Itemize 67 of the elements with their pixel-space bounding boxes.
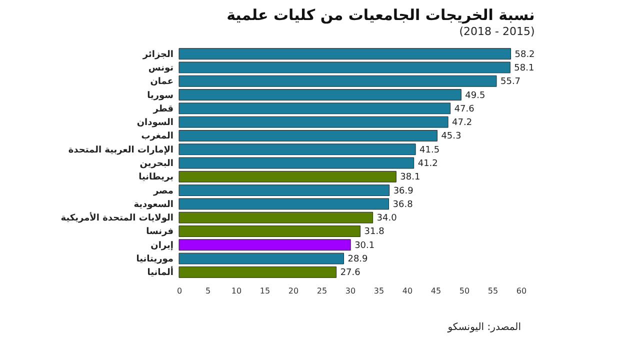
y-tick-label: الجزائر: [142, 50, 174, 60]
text: المصدر: اليونسكو: [446, 322, 521, 333]
data-label: 47.6: [454, 104, 475, 114]
data-label: 47.2: [452, 118, 472, 128]
data-label: 31.8: [364, 227, 385, 238]
x-tick-label: 15: [260, 286, 270, 296]
y-tick-label: مصر: [152, 186, 174, 196]
bar: [178, 116, 448, 128]
bar: [178, 89, 462, 100]
data-label: 49.5: [465, 90, 486, 101]
x-tick-label: 5: [205, 286, 211, 296]
data-label: 58.1: [514, 63, 534, 74]
x-tick-label: 35: [374, 286, 384, 296]
x-tick-label: 30: [345, 286, 356, 296]
data-label: 28.9: [348, 254, 368, 265]
x-tick-label: 10: [231, 286, 242, 296]
chart-title: نسبة الخريجات الجامعيات من كليات علمية: [226, 6, 535, 24]
y-tick-label: عمان: [150, 77, 174, 88]
x-tick-label: 60: [516, 286, 527, 296]
bar: [178, 144, 416, 156]
x-tick-label: 40: [402, 286, 413, 296]
x-tick-label: 55: [488, 286, 498, 296]
data-label: 58.2: [514, 50, 535, 60]
y-tick-label: إيران: [150, 240, 174, 251]
y-tick-label: السودان: [136, 118, 174, 128]
data-label: 41.5: [420, 145, 440, 156]
bar: [178, 184, 390, 196]
y-tick-label: فرنسا: [146, 227, 174, 238]
y-tick-label: البحرين: [140, 159, 174, 169]
data-label: 34.0: [376, 214, 398, 224]
x-tick-label: 50: [459, 286, 470, 296]
data-label: 41.2: [418, 159, 438, 169]
bar: [178, 252, 344, 264]
bar: [178, 102, 451, 114]
bar: [178, 62, 510, 74]
data-label: 27.6: [340, 268, 361, 278]
data-label: 38.1: [400, 172, 420, 183]
data-label: 45.3: [441, 132, 462, 142]
chart-subtitle: (2018 - 2015): [459, 25, 535, 38]
bar: [178, 48, 511, 60]
y-tick-label: بريطانيا: [138, 172, 174, 183]
data-label: 30.1: [354, 240, 375, 251]
x-tick-label: 0: [176, 286, 182, 296]
bar: [178, 239, 351, 251]
y-tick-label: الولايات المتحدة الأمريكية: [60, 212, 174, 224]
y-tick-label: موريتانيا: [136, 254, 174, 265]
y-tick-label: الإمارات العربية المتحدة: [68, 145, 174, 156]
data-label: 36.8: [392, 200, 414, 210]
x-tick-label: 45: [430, 286, 442, 296]
x-tick-label: 25: [316, 286, 328, 296]
y-tick-label: تونس: [148, 63, 174, 74]
y-tick-label: ألمانيا: [147, 266, 174, 278]
y-tick-label: سوريا: [147, 90, 174, 101]
data-label: 55.7: [500, 77, 521, 88]
bar: [178, 157, 414, 169]
bar: [178, 226, 361, 237]
data-label: 36.9: [393, 186, 414, 196]
y-tick-label: قطر: [152, 104, 174, 114]
x-tick-label: 20: [288, 286, 299, 296]
bar: [178, 198, 390, 210]
bar: [178, 266, 337, 278]
y-tick-label: المغرب: [141, 132, 174, 142]
bar: [178, 75, 497, 87]
bar: [178, 170, 396, 182]
bar: [178, 212, 374, 224]
bar: [178, 130, 438, 142]
y-tick-label: السعودية: [134, 200, 174, 210]
